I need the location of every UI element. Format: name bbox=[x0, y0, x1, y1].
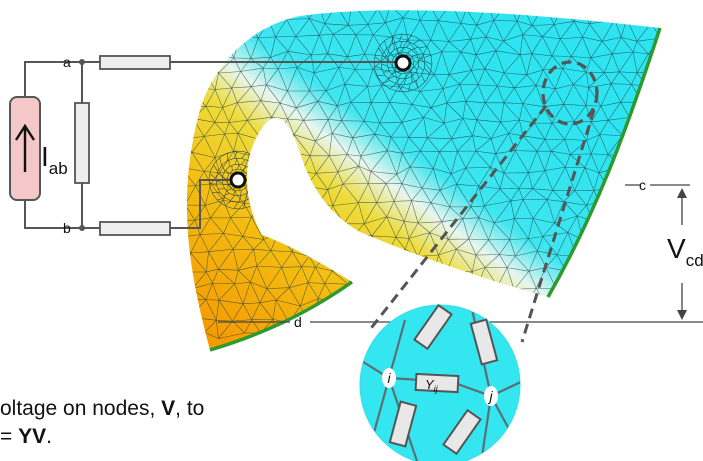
bottom-resistor bbox=[99, 221, 171, 236]
caption-text: oltage on nodes, V, to = YV. bbox=[0, 395, 204, 451]
node-b-label: b bbox=[63, 220, 71, 236]
node-j-label: j bbox=[487, 388, 493, 404]
node-a-dot bbox=[79, 59, 85, 65]
zoom-resistors bbox=[388, 303, 499, 456]
caption-line-2: = YV. bbox=[0, 425, 52, 448]
admittance-resistor bbox=[414, 372, 460, 394]
voltage-arrow-up-icon bbox=[677, 188, 687, 198]
current-label: Iab bbox=[41, 141, 68, 178]
boundary-edge-d bbox=[209, 280, 354, 352]
node-j-marker bbox=[484, 386, 498, 406]
node-a-label: a bbox=[63, 54, 71, 70]
node-d-label: d bbox=[294, 314, 302, 330]
circuit bbox=[24, 61, 400, 229]
node-i-label: i bbox=[387, 370, 391, 386]
admittance-label: Yij bbox=[425, 377, 439, 394]
node-c-label: c bbox=[639, 177, 646, 193]
voltage-label: Vcd bbox=[667, 233, 703, 270]
shunt-resistor bbox=[74, 102, 90, 184]
current-arrow-icon bbox=[14, 123, 36, 172]
zoom-source-ellipse bbox=[541, 60, 599, 126]
electrode-bottom bbox=[229, 171, 247, 189]
voltage-arrow-down-icon bbox=[677, 310, 687, 320]
top-resistor bbox=[99, 55, 171, 70]
node-i-marker bbox=[382, 368, 396, 388]
node-b-dot bbox=[79, 225, 85, 231]
boundary-edge-c bbox=[546, 27, 662, 298]
caption-line-1: oltage on nodes, V, to bbox=[0, 397, 205, 420]
electrode-top bbox=[394, 54, 412, 72]
zoom-connector-lines bbox=[366, 105, 596, 343]
